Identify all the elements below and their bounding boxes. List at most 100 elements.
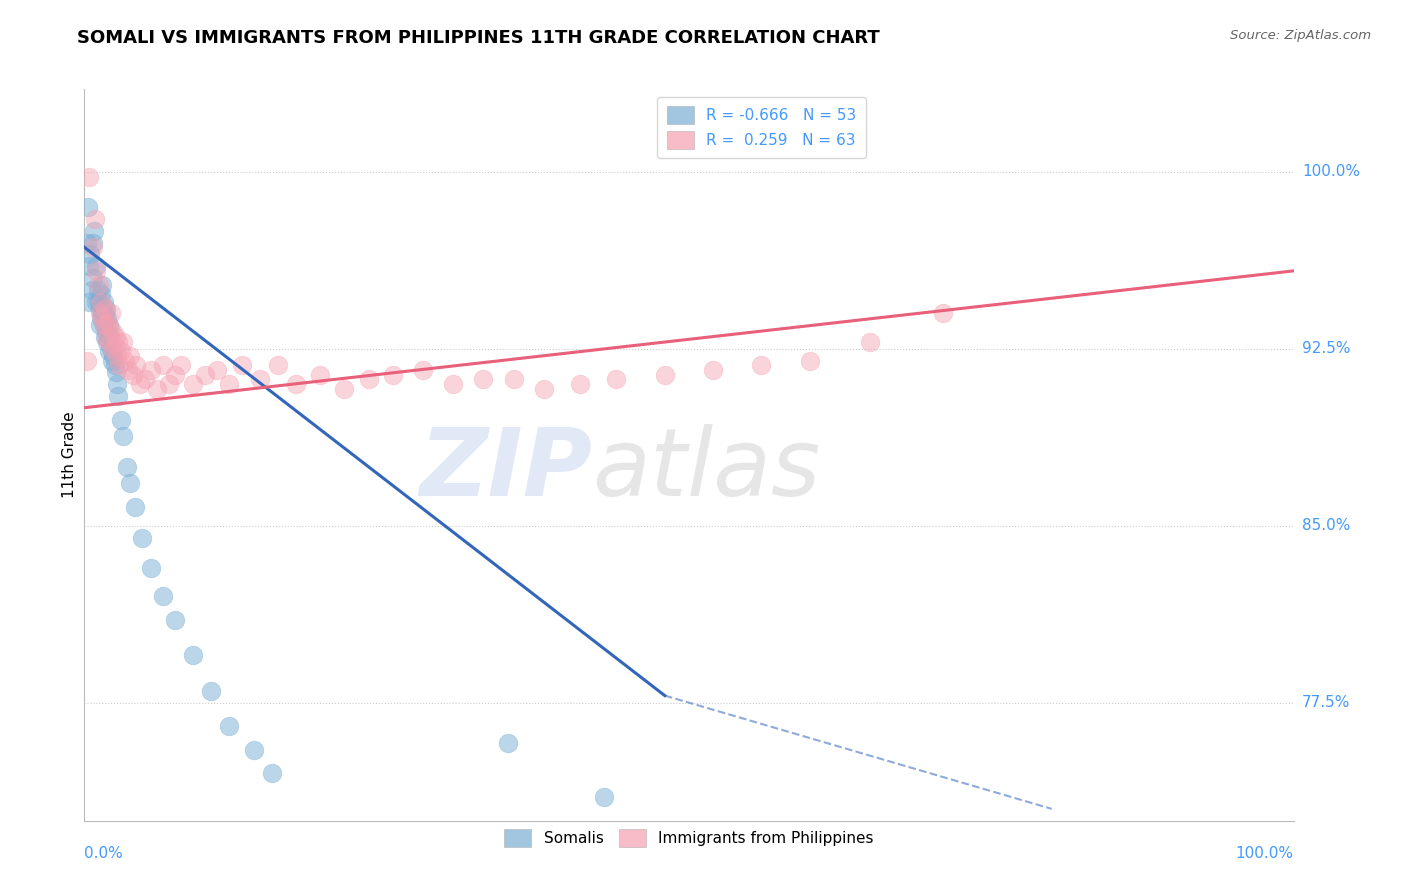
Point [932, 306, 955, 320]
Point [181, 377, 204, 392]
Point [86, 259, 108, 273]
Point [94, 301, 117, 316]
Point [112, 429, 135, 443]
Point [131, 531, 153, 545]
Point [82, 240, 104, 254]
Point [79, 247, 101, 261]
Point [96, 311, 118, 326]
Point [96, 316, 118, 330]
Point [207, 363, 229, 377]
Point [89, 318, 111, 333]
Point [101, 342, 124, 356]
Point [87, 278, 110, 293]
Point [333, 382, 356, 396]
Legend: Somalis, Immigrants from Philippines: Somalis, Immigrants from Philippines [498, 823, 880, 854]
Point [77, 200, 100, 214]
Point [502, 372, 524, 386]
Point [441, 377, 464, 392]
Point [125, 358, 148, 372]
Point [284, 377, 308, 392]
Point [107, 334, 129, 349]
Point [107, 389, 129, 403]
Point [82, 235, 104, 250]
Point [654, 368, 676, 382]
Text: 100.0%: 100.0% [1236, 846, 1294, 861]
Point [152, 590, 174, 604]
Point [90, 311, 112, 326]
Point [121, 368, 143, 382]
Point [104, 330, 127, 344]
Point [97, 334, 120, 349]
Point [412, 363, 434, 377]
Point [114, 353, 136, 368]
Point [105, 349, 128, 363]
Point [94, 330, 117, 344]
Point [93, 318, 115, 333]
Point [93, 294, 115, 309]
Point [115, 459, 138, 474]
Point [181, 648, 204, 663]
Text: atlas: atlas [592, 424, 821, 515]
Point [94, 301, 117, 316]
Point [86, 264, 108, 278]
Point [97, 344, 120, 359]
Point [100, 306, 122, 320]
Point [84, 211, 107, 226]
Point [569, 377, 592, 392]
Point [859, 334, 882, 349]
Point [472, 372, 495, 386]
Point [94, 330, 117, 344]
Text: ZIP: ZIP [419, 424, 592, 516]
Point [152, 358, 174, 372]
Point [101, 353, 124, 368]
Point [605, 372, 627, 386]
Point [231, 358, 253, 372]
Point [76, 235, 98, 250]
Point [165, 613, 187, 627]
Point [249, 372, 271, 386]
Point [139, 363, 162, 377]
Point [83, 224, 105, 238]
Point [86, 283, 108, 297]
Text: SOMALI VS IMMIGRANTS FROM PHILIPPINES 11TH GRADE CORRELATION CHART: SOMALI VS IMMIGRANTS FROM PHILIPPINES 11… [77, 29, 880, 46]
Point [134, 372, 156, 386]
Point [104, 358, 127, 372]
Point [124, 500, 146, 514]
Point [98, 320, 121, 334]
Text: Source: ZipAtlas.com: Source: ZipAtlas.com [1230, 29, 1371, 42]
Point [93, 318, 115, 333]
Point [702, 363, 724, 377]
Point [77, 294, 100, 309]
Point [103, 349, 125, 363]
Point [170, 358, 193, 372]
Point [76, 353, 98, 368]
Text: 92.5%: 92.5% [1302, 342, 1350, 356]
Point [751, 358, 773, 372]
Point [91, 306, 114, 320]
Point [77, 259, 100, 273]
Point [129, 377, 152, 392]
Point [91, 278, 114, 293]
Point [86, 294, 108, 309]
Point [108, 358, 131, 372]
Point [87, 294, 110, 309]
Text: 100.0%: 100.0% [1302, 164, 1360, 179]
Point [80, 283, 103, 297]
Point [82, 271, 104, 285]
Point [98, 330, 121, 344]
Point [799, 353, 821, 368]
Point [96, 334, 118, 349]
Point [89, 301, 111, 316]
Text: 85.0%: 85.0% [1302, 518, 1350, 533]
Point [593, 790, 616, 805]
Point [496, 736, 519, 750]
Point [104, 365, 127, 379]
Point [97, 318, 120, 333]
Point [112, 334, 135, 349]
Point [117, 363, 139, 377]
Point [381, 368, 404, 382]
Point [309, 368, 332, 382]
Point [194, 368, 217, 382]
Point [260, 766, 283, 780]
Point [89, 306, 111, 320]
